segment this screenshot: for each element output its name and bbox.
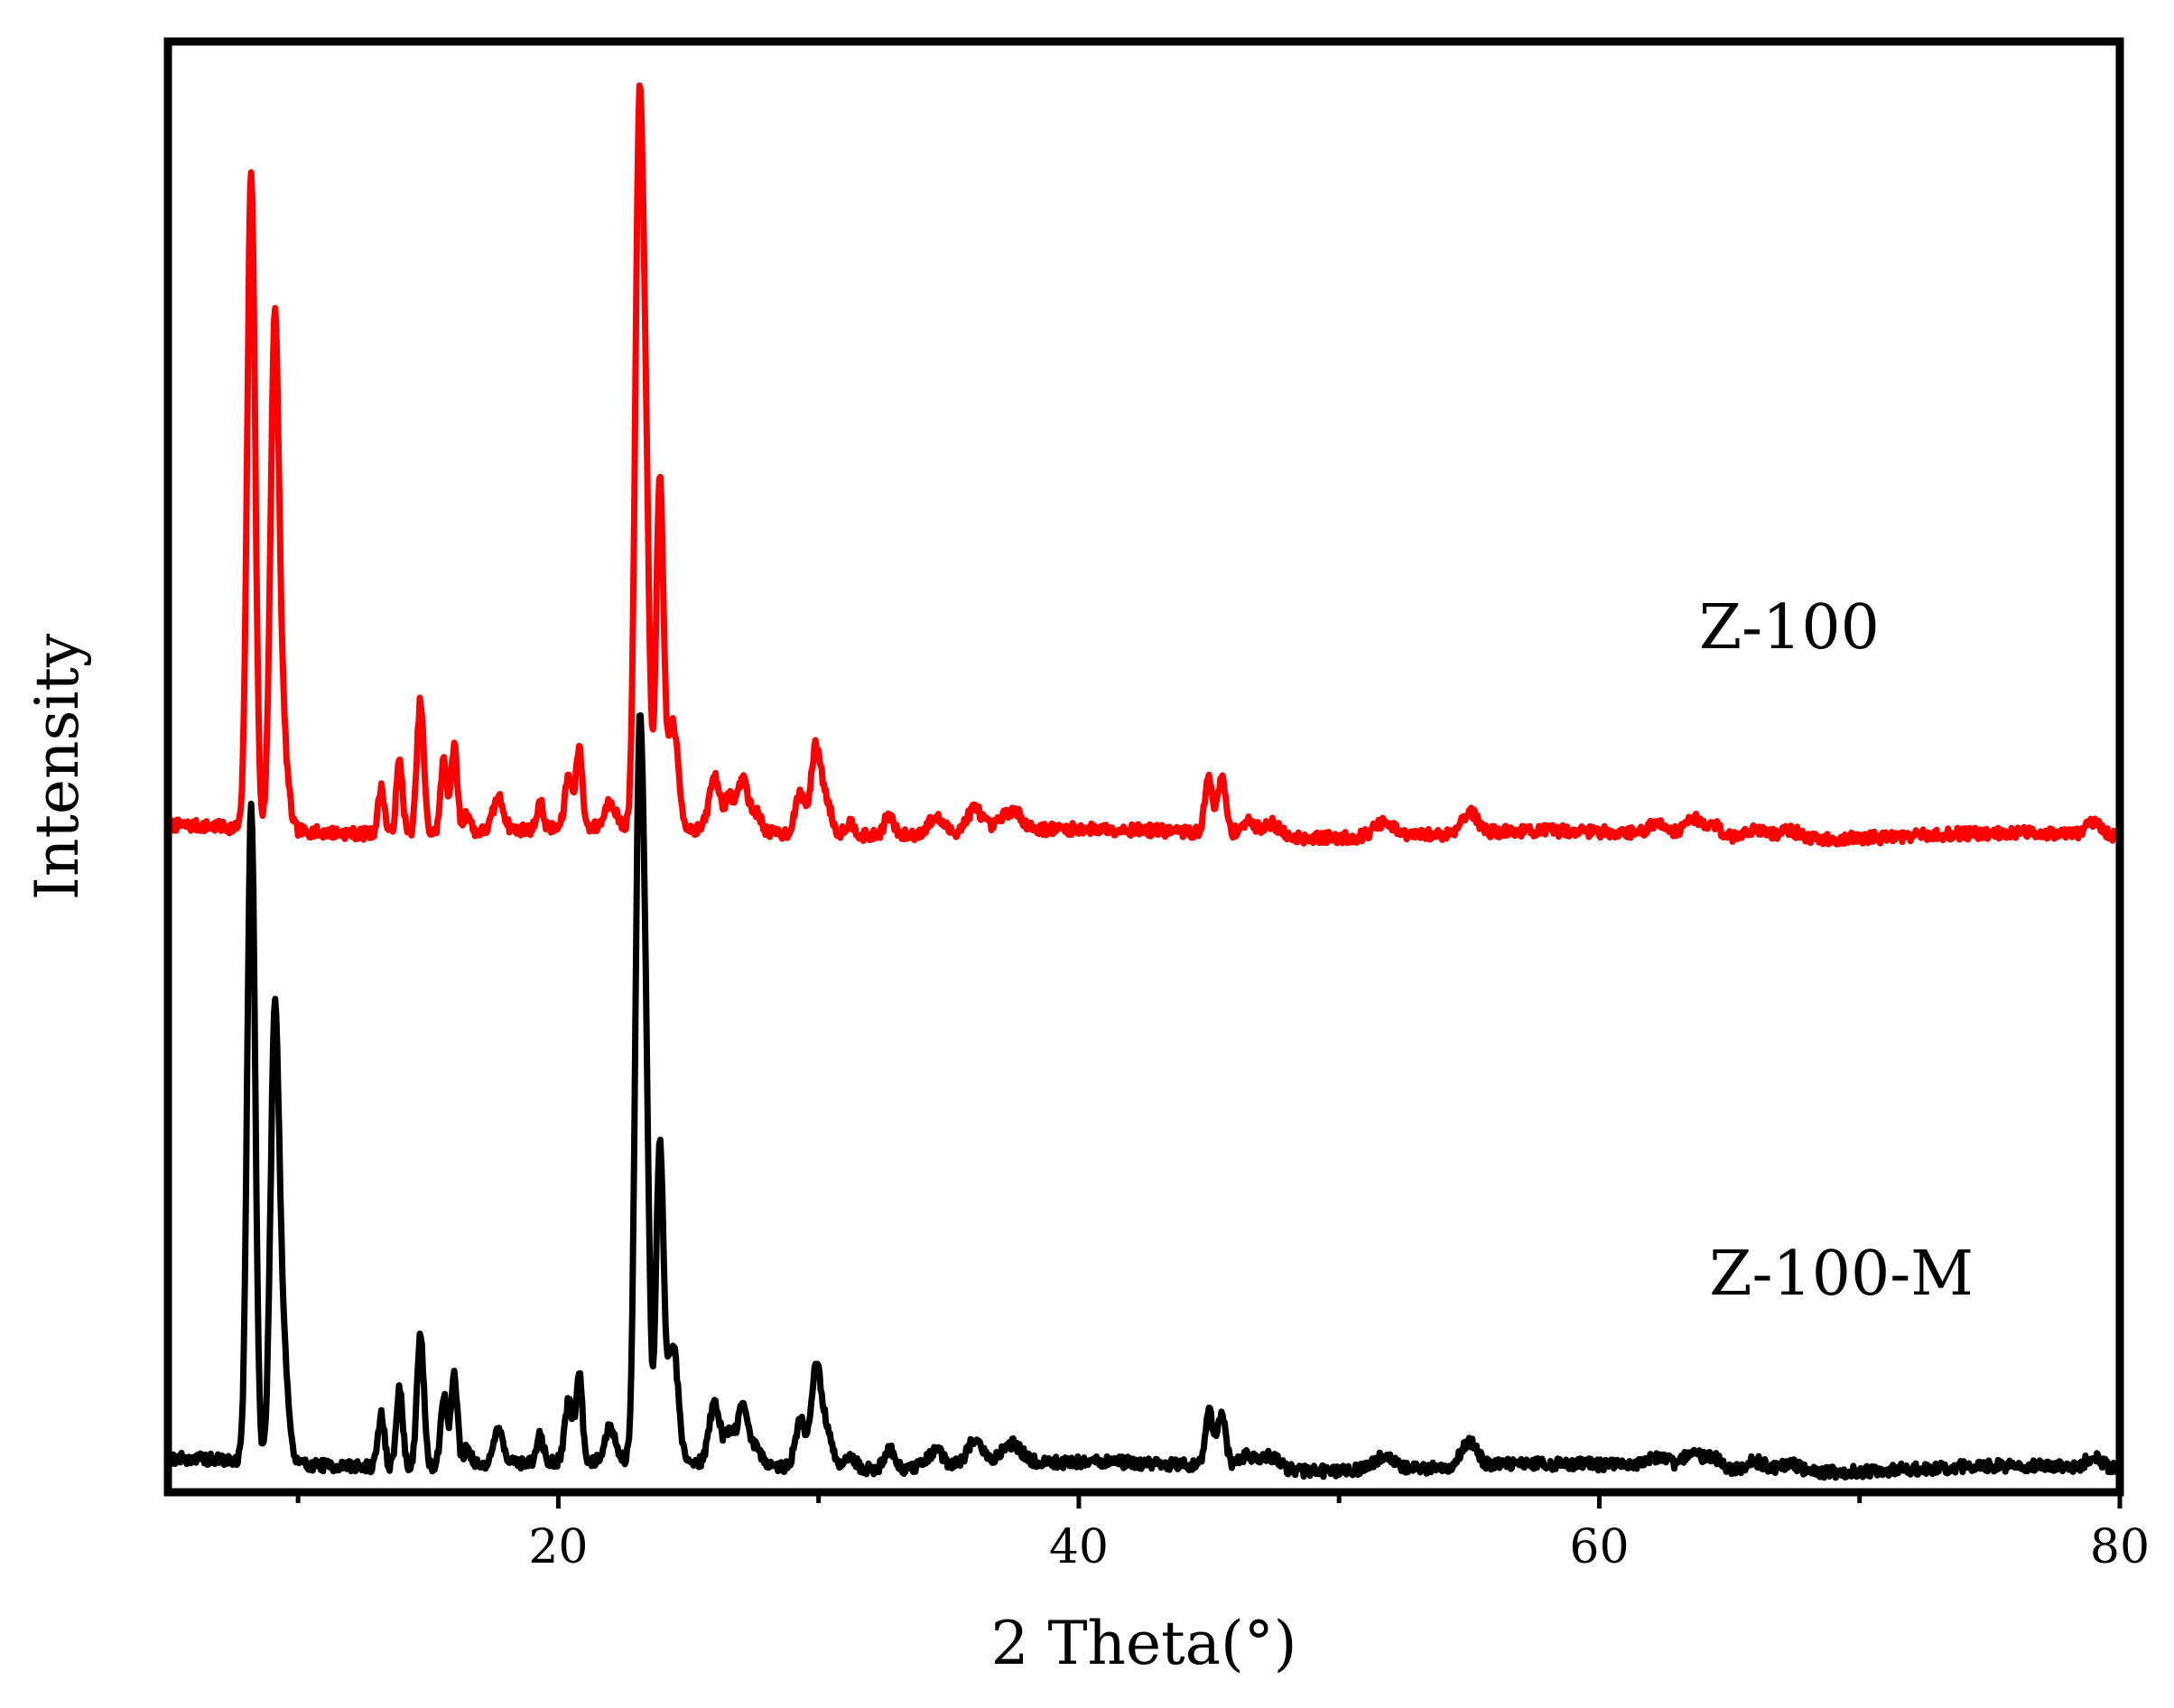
x-axis-tick-labels: 20 40 60 80 bbox=[528, 1520, 2150, 1574]
series-layer bbox=[164, 82, 2123, 1481]
series-label-z-100-m: Z-100-M bbox=[1709, 1239, 1974, 1310]
x-axis-ticks bbox=[295, 1492, 2123, 1508]
x-axis-title: 2 Theta(°) bbox=[991, 1609, 1297, 1678]
plot-frame bbox=[163, 37, 2124, 1497]
x-tick-label-40: 40 bbox=[1049, 1520, 1109, 1574]
y-axis-title: Intensity bbox=[23, 633, 92, 900]
x-tick-label-60: 60 bbox=[1569, 1520, 1629, 1574]
series-line-z-100 bbox=[164, 82, 2123, 848]
series-label-z-100: Z-100 bbox=[1699, 592, 1880, 664]
series-line-z-100-m bbox=[164, 712, 2123, 1481]
x-tick-label-80: 80 bbox=[2090, 1520, 2150, 1574]
x-tick-label-20: 20 bbox=[528, 1520, 588, 1574]
